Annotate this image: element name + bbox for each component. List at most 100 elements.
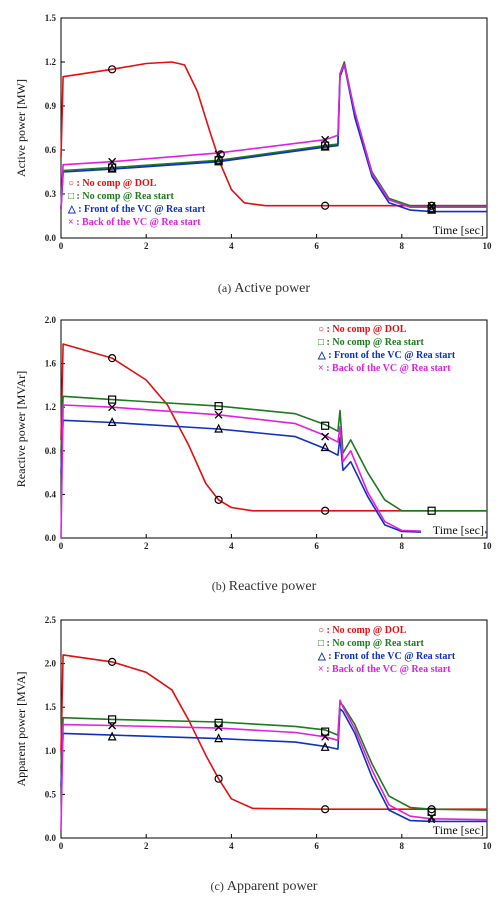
y-tick-label: 1.5 [45, 702, 57, 712]
y-tick-label: 0.3 [45, 189, 57, 199]
x-tick-label: 6 [314, 241, 319, 251]
marker-cross [427, 201, 436, 210]
x-axis-label: Time [sec] [433, 823, 484, 837]
marker-triangle [320, 741, 330, 751]
x-tick-label: 8 [400, 541, 405, 551]
y-tick-label: 0.6 [45, 145, 57, 155]
marker-square [427, 807, 436, 816]
y-tick-label: 1.5 [45, 13, 57, 23]
marker-circle [214, 774, 223, 783]
x-tick-label: 4 [229, 841, 234, 851]
legend-entry: □ : No comp @ Rea start [318, 337, 425, 348]
marker-cross [321, 432, 330, 441]
legend-entry: △ : Front of the VC @ Rea start [67, 204, 206, 215]
series-line-front_vc [60, 64, 487, 213]
series-line-no_comp_rea [60, 702, 488, 811]
x-tick-label: 0 [59, 241, 64, 251]
x-tick-label: 6 [314, 541, 319, 551]
marker-circle [214, 495, 223, 504]
x-tick-label: 10 [483, 541, 493, 551]
marker-cross [214, 410, 223, 419]
x-axis-label: Time [sec] [433, 523, 484, 537]
series-line-back_vc [60, 699, 488, 830]
legend-entry: × : Back of the VC @ Rea start [318, 363, 451, 374]
marker-circle [321, 506, 330, 515]
series-line-front_vc [60, 419, 487, 534]
y-tick-label: 2.0 [45, 315, 57, 325]
x-tick-label: 0 [59, 541, 64, 551]
marker-triangle [107, 417, 117, 427]
y-tick-label: 0.4 [45, 489, 57, 499]
chart-2: 0 2 4 6 8 10 0.0 0.4 0.8 1.2 1.6 2.0 Reactive power … [14, 315, 492, 594]
legend: ○ : No comp @ DOL □ : No comp @ Rea start… [67, 178, 206, 228]
legend-entry: □ : No comp @ Rea start [68, 191, 175, 202]
marker-triangle [214, 423, 224, 433]
series-line-back_vc [60, 404, 487, 539]
y-axis-label: Apparent power [MVA] [14, 671, 28, 786]
marker-triangle [107, 163, 117, 173]
x-tick-label: 2 [144, 841, 149, 851]
marker-circle [321, 805, 330, 814]
marker-triangle [320, 141, 330, 151]
x-tick-label: 10 [483, 841, 493, 851]
x-tick-label: 8 [400, 241, 405, 251]
marker-triangle [214, 156, 224, 166]
x-axis-label: Time [sec] [433, 223, 484, 237]
legend-entry: □ : No comp @ Rea start [318, 638, 425, 649]
figure-caption: (b) Reactive power [212, 579, 317, 594]
legend-entry: × : Back of the VC @ Rea start [318, 664, 451, 675]
series-line-back_vc [60, 64, 487, 209]
marker-cross [321, 135, 330, 144]
x-tick-label: 0 [59, 841, 64, 851]
chart-3: 0 2 4 6 8 10 0.0 0.5 1.0 1.5 2.0 2.5 Apparent power … [14, 615, 492, 894]
marker-circle [108, 65, 117, 74]
marker-triangle [107, 731, 117, 741]
figure-caption: (a) Active power [218, 281, 310, 296]
x-tick-label: 4 [229, 241, 234, 251]
y-tick-label: 1.2 [45, 402, 57, 412]
y-tick-label: 1.0 [45, 746, 57, 756]
marker-square [108, 395, 117, 404]
legend-entry: △ : Front of the VC @ Rea start [317, 350, 456, 361]
marker-cross [108, 721, 117, 730]
marker-cross [214, 150, 223, 159]
marker-circle [108, 354, 117, 363]
y-tick-label: 0.8 [45, 446, 57, 456]
y-tick-label: 2.0 [45, 659, 57, 669]
marker-triangle [427, 204, 437, 214]
legend: ○ : No comp @ DOL □ : No comp @ Rea start… [317, 324, 456, 374]
x-tick-label: 6 [314, 841, 319, 851]
x-tick-label: 2 [144, 541, 149, 551]
series-line-no_comp_rea [60, 395, 487, 512]
figure-caption: (c) Apparent power [211, 879, 318, 894]
legend-entry: △ : Front of the VC @ Rea start [317, 651, 456, 662]
y-tick-label: 0.0 [45, 233, 57, 243]
y-tick-label: 0.5 [45, 789, 57, 799]
legend-entry: ○ : No comp @ DOL [318, 625, 407, 636]
marker-square [427, 506, 436, 515]
y-tick-label: 0.9 [45, 101, 57, 111]
marker-square [108, 715, 117, 724]
marker-triangle [320, 442, 330, 452]
x-axis-label-bg [421, 523, 485, 537]
marker-cross [108, 403, 117, 412]
x-axis-label-bg [421, 223, 485, 237]
legend-entry: × : Back of the VC @ Rea start [68, 217, 201, 228]
marker-square [321, 727, 330, 736]
marker-cross [427, 813, 436, 822]
series-line-no_comp_dol [60, 61, 487, 207]
marker-cross [321, 732, 330, 741]
marker-circle [321, 201, 330, 210]
legend-entry: ○ : No comp @ DOL [318, 324, 407, 335]
x-tick-label: 10 [483, 241, 493, 251]
y-tick-label: 0.0 [45, 533, 57, 543]
marker-cross [108, 157, 117, 166]
legend: ○ : No comp @ DOL □ : No comp @ Rea start… [317, 625, 456, 675]
marker-square [321, 421, 330, 430]
x-tick-label: 4 [229, 541, 234, 551]
legend-entry: ○ : No comp @ DOL [68, 178, 157, 189]
series-line-no_comp_dol [60, 654, 487, 810]
y-axis-label: Active power [MW] [14, 79, 28, 177]
chart-1: 0 2 4 6 8 10 0.0 0.3 0.6 0.9 1.2 1.5 Active power [M… [14, 13, 492, 296]
marker-square [214, 402, 223, 411]
